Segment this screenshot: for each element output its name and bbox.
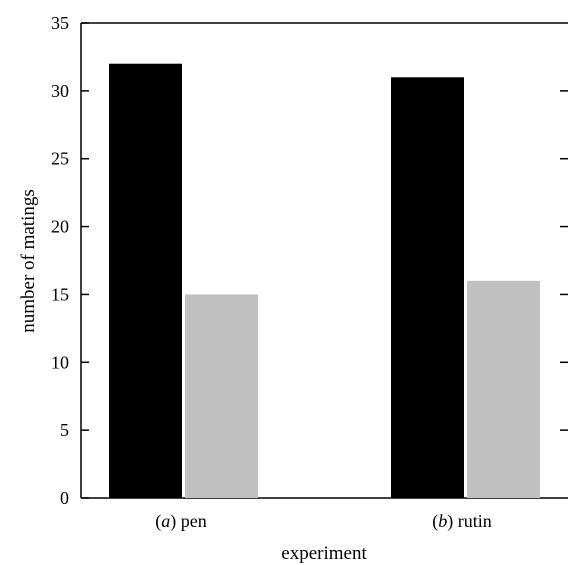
y-tick-label: 30 [51, 81, 69, 101]
y-tick-label: 20 [51, 217, 69, 237]
bar-dark-1 [391, 77, 464, 499]
x-category-label: (a) pen [155, 511, 206, 532]
x-axis-title: experiment [281, 543, 367, 564]
y-axis-title: number of matings [18, 189, 39, 333]
y-tick-label: 10 [51, 352, 69, 372]
y-tick-label: 35 [51, 13, 69, 33]
x-axis-category-labels: (a) pen (b) rutin [155, 511, 491, 532]
bar-light-1 [467, 280, 540, 498]
bar-dark-0 [109, 63, 182, 498]
x-category-label: (b) rutin [432, 511, 492, 532]
y-tick-label: 25 [51, 149, 69, 169]
y-tick-label: 15 [51, 284, 69, 304]
bar-light-0 [185, 294, 258, 498]
y-axis-ticks: 0 5 10 15 20 25 30 35 [51, 13, 568, 508]
y-tick-label: 5 [60, 420, 69, 440]
y-tick-label: 0 [60, 488, 69, 508]
bars-group [109, 63, 540, 499]
